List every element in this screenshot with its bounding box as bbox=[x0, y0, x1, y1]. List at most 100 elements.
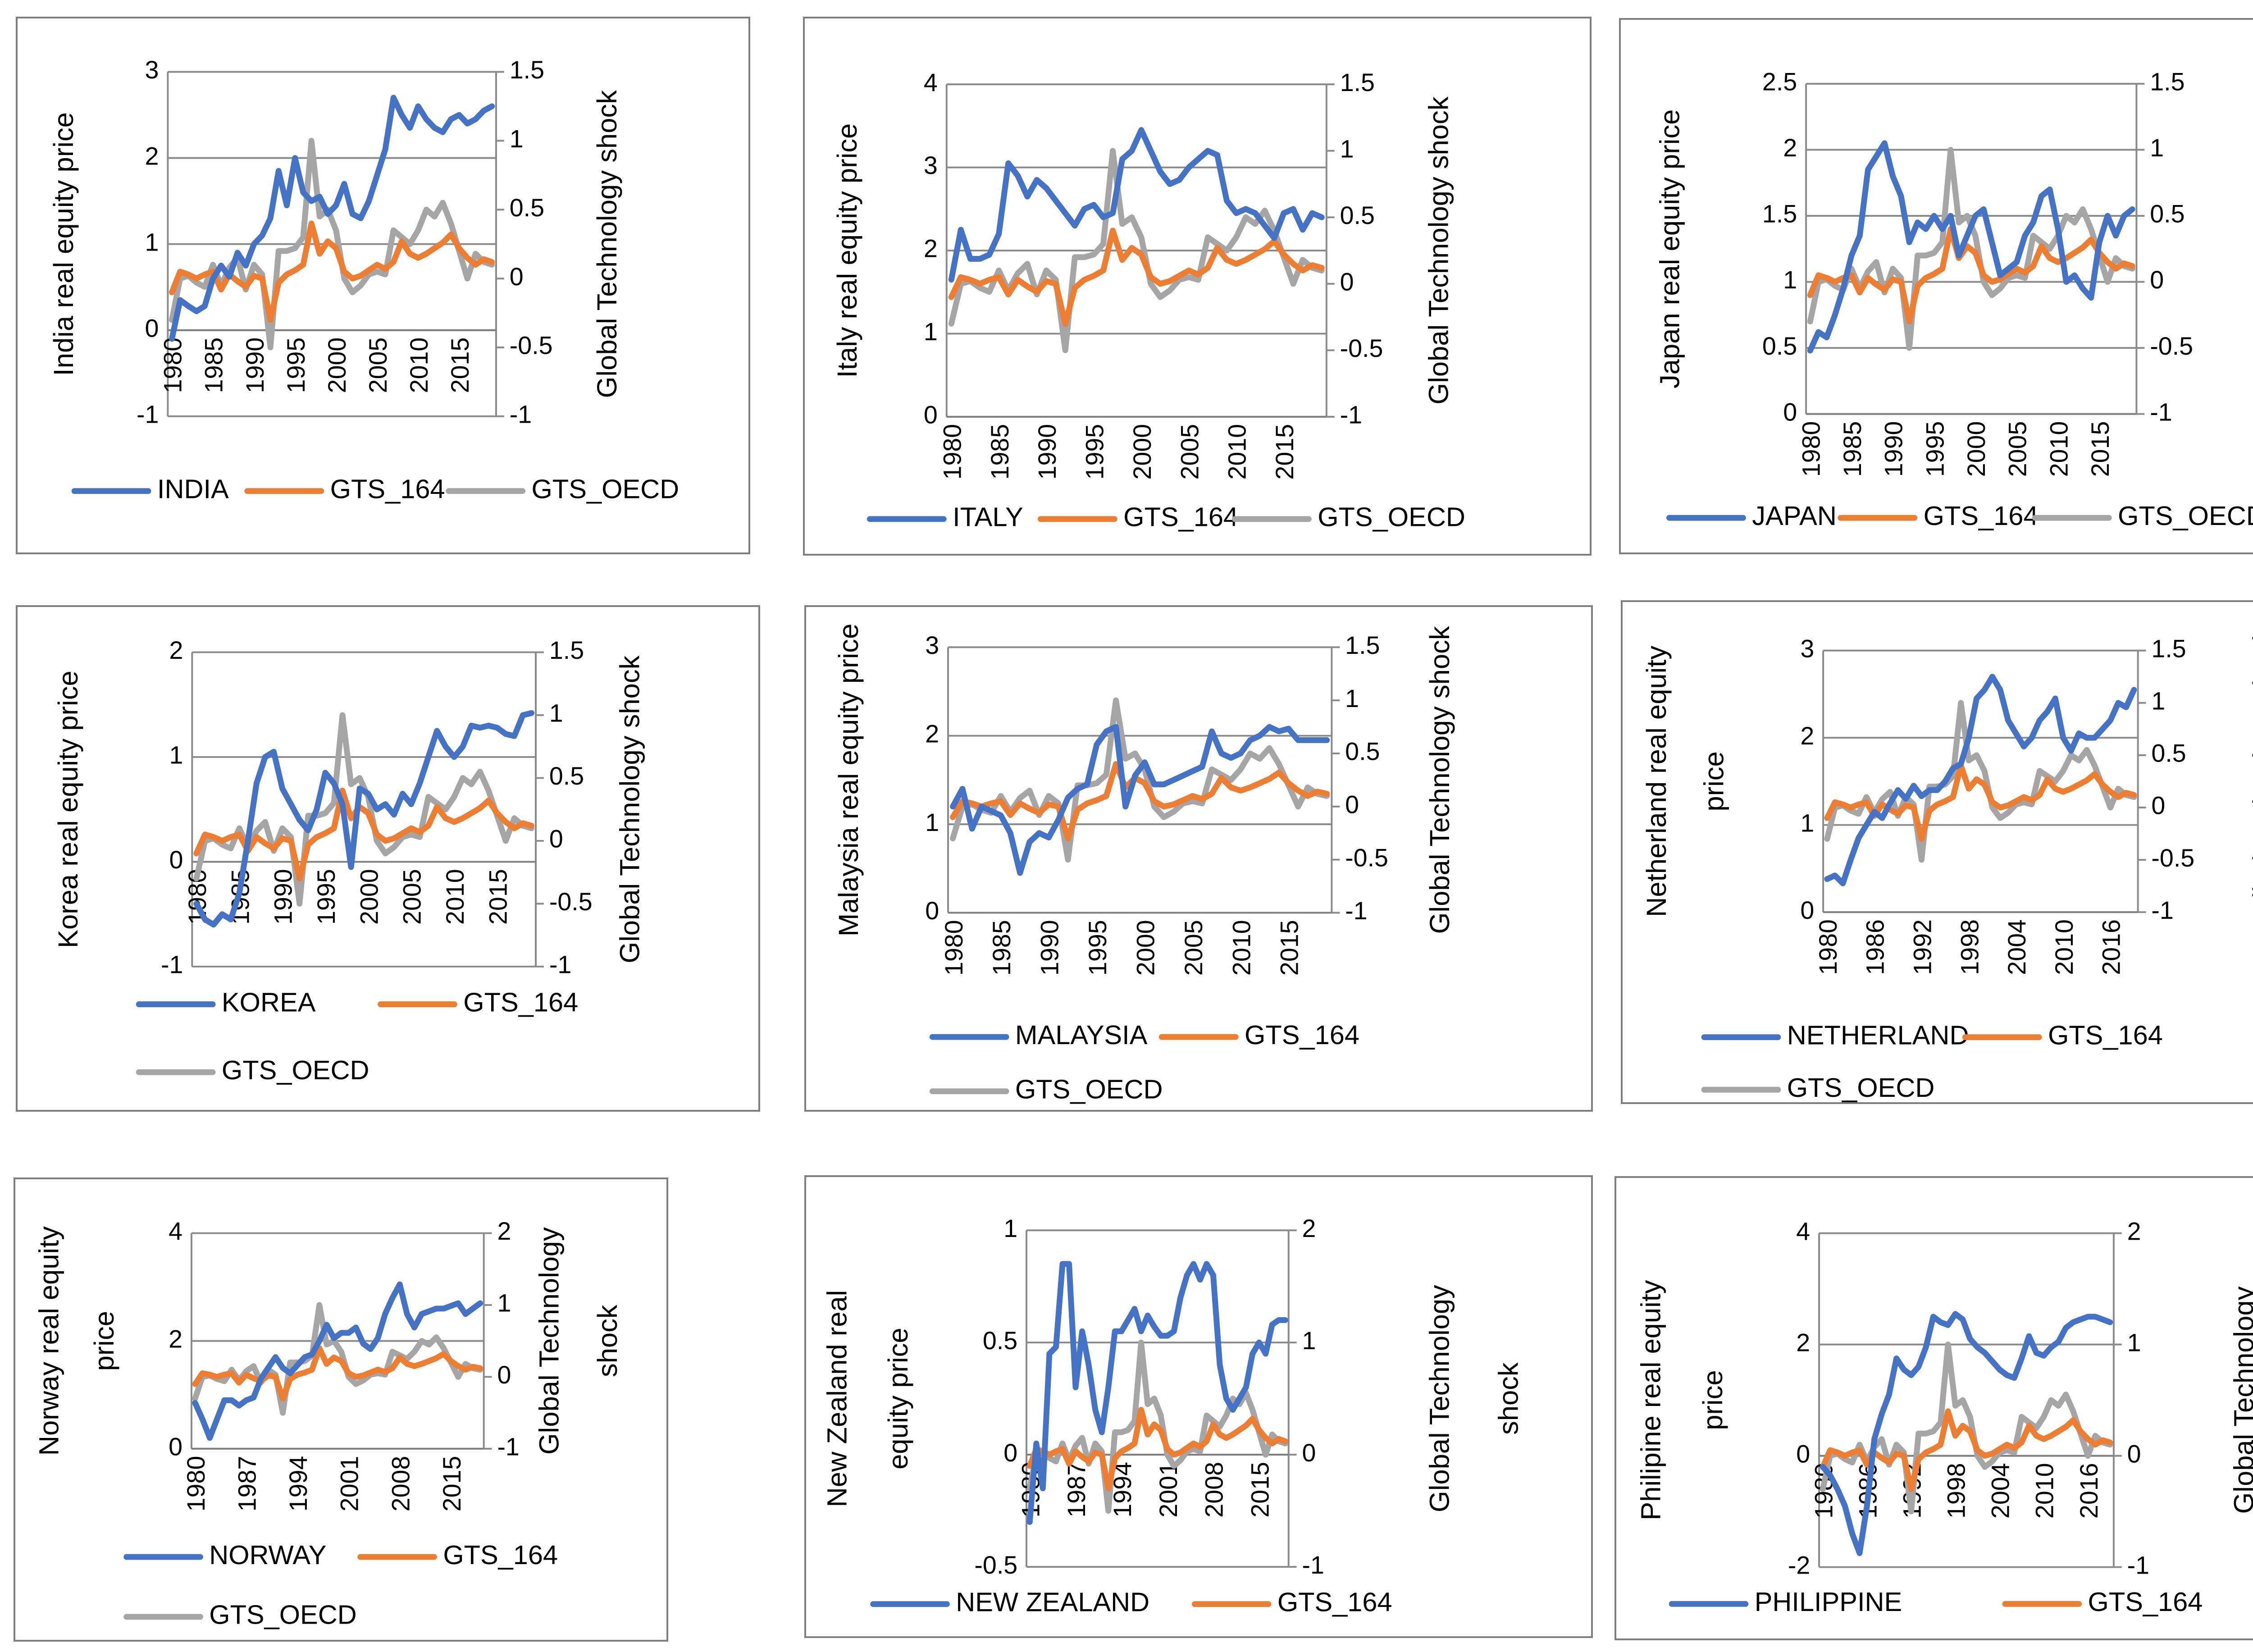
x-axis-tick-label: 1980 bbox=[940, 920, 968, 976]
right-axis-tick-label: 1 bbox=[497, 1289, 511, 1317]
left-axis-title: price bbox=[1699, 751, 1730, 811]
legend-item-malaysia: MALAYSIA bbox=[929, 1020, 1148, 1050]
x-axis-tick-label: 2001 bbox=[1154, 1462, 1182, 1518]
left-axis-tick-label: -1 bbox=[161, 951, 183, 979]
series-line-gts-164 bbox=[950, 761, 1330, 841]
legend-label: GTS_OECD bbox=[1787, 1072, 1935, 1102]
left-axis-title: Korea real equity price bbox=[53, 671, 84, 948]
legend-label: GTS_164 bbox=[330, 474, 445, 504]
right-axis-tick-label: -1 bbox=[1302, 1551, 1324, 1579]
x-axis-tick-label: 2015 bbox=[1271, 424, 1299, 480]
legend-label: GTS_164 bbox=[1924, 501, 2039, 531]
right-axis-tick-label: -0.5 bbox=[510, 332, 553, 360]
legend-label: GTS_OECD bbox=[209, 1600, 356, 1630]
legend-item-gts-oecd: GTS_OECD bbox=[1701, 1072, 1935, 1102]
left-axis-title: equity price bbox=[883, 1328, 914, 1469]
chart-panel-netherland: 3 2 1 0 1.5 1 0.5 0 -0.5 -1 1980 1986 1992 1998 2004 20… bbox=[1621, 600, 2253, 1104]
x-axis-tick-label: 1985 bbox=[200, 338, 228, 393]
chart-panel-japan: 2.5 2 1.5 1 0.5 0 1.5 1 0.5 0 -0.5 -1 1980 1985 1990 19… bbox=[1619, 18, 2253, 554]
legend-item-korea: KOREA bbox=[136, 987, 316, 1017]
chart-panel-korea: 2 1 0 -1 1.5 1 0.5 0 -0.5 -1 1980 1985 1990 1995 2000 2… bbox=[16, 605, 760, 1112]
right-axis-tick-label: 0 bbox=[497, 1361, 511, 1389]
legend-label: ITALY bbox=[953, 502, 1023, 532]
left-axis-tick-label: 2 bbox=[924, 235, 938, 263]
series-line-gts-164 bbox=[192, 1345, 483, 1401]
x-axis-tick-label: 2000 bbox=[1128, 424, 1156, 480]
chart-panel-malaysia: 3 2 1 0 1.5 1 0.5 0 -0.5 -1 1980 1985 1990 1995 2000 20… bbox=[804, 605, 1593, 1112]
x-axis-tick-label: 1990 bbox=[241, 338, 269, 393]
series-line-gts-164 bbox=[193, 787, 534, 882]
left-axis-tick-label: 3 bbox=[924, 151, 938, 179]
right-axis-tick-label: 1 bbox=[1302, 1327, 1316, 1355]
x-axis-tick-label: 2005 bbox=[1180, 920, 1208, 976]
left-axis-title: price bbox=[89, 1311, 120, 1371]
x-axis-tick-label: 2016 bbox=[2075, 1463, 2103, 1519]
x-axis-tick-label: 2008 bbox=[387, 1456, 415, 1512]
x-axis-tick-label: 2001 bbox=[336, 1456, 364, 1512]
legend-item-gts-oecd: GTS_OECD bbox=[1231, 502, 1465, 532]
right-axis-tick-label: 0.5 bbox=[1340, 201, 1375, 229]
x-axis-tick-label: 1980 bbox=[1814, 919, 1842, 975]
series-line-japan bbox=[1807, 140, 2135, 354]
legend-label: PHILIPPINE bbox=[1755, 1587, 1902, 1617]
x-axis-tick-label: 1987 bbox=[233, 1456, 261, 1512]
legend-label: KOREA bbox=[222, 987, 316, 1017]
right-axis-title: Global Technology shock bbox=[615, 655, 646, 963]
x-axis-tick-label: 1990 bbox=[1036, 920, 1064, 976]
legend-item-netherland: NETHERLAND bbox=[1701, 1020, 1969, 1050]
legend-item-gts-164: GTS_164 bbox=[2002, 1587, 2203, 1617]
x-axis-tick-label: 2015 bbox=[1246, 1462, 1274, 1518]
left-axis-tick-label: 0 bbox=[1003, 1439, 1017, 1467]
right-axis-tick-label: -0.5 bbox=[1340, 334, 1383, 362]
left-axis-title: Norway real equity bbox=[33, 1226, 64, 1456]
series-line-gts-164 bbox=[948, 228, 1325, 327]
series-line-philippine bbox=[1820, 1311, 2113, 1556]
right-axis-tick-label: -1 bbox=[497, 1433, 519, 1461]
legend-item-gts-oecd: GTS_OECD bbox=[929, 1074, 1163, 1104]
x-axis-tick-label: 2016 bbox=[2098, 919, 2125, 975]
x-axis-tick-label: 1980 bbox=[1797, 421, 1825, 477]
legend-item-gts-164: GTS_164 bbox=[1962, 1020, 2163, 1050]
right-axis-tick-label: 2 bbox=[497, 1217, 511, 1245]
legend-label: GTS_OECD bbox=[222, 1055, 369, 1085]
right-axis-tick-label: -1 bbox=[2127, 1551, 2149, 1579]
left-axis-tick-label: 1.5 bbox=[1762, 200, 1797, 228]
x-axis-tick-label: 2015 bbox=[484, 869, 512, 925]
legend-label: NORWAY bbox=[209, 1540, 326, 1570]
left-axis-tick-label: -1 bbox=[137, 401, 159, 429]
left-axis-tick-label: 2 bbox=[1783, 134, 1797, 162]
left-axis-tick-label: 2 bbox=[1800, 722, 1814, 750]
x-axis-tick-label: 1985 bbox=[988, 920, 1016, 976]
legend-item-philippine: PHILIPPINE bbox=[1669, 1587, 1902, 1617]
right-axis-tick-label: 0.5 bbox=[510, 194, 544, 222]
x-axis-tick-label: 2015 bbox=[438, 1456, 466, 1512]
x-axis-tick-label: 2010 bbox=[405, 338, 433, 393]
left-axis-tick-label: 2 bbox=[145, 142, 159, 170]
legend-item-gts-164: GTS_164 bbox=[1158, 1020, 1359, 1050]
x-axis-tick-label: 2015 bbox=[1276, 920, 1304, 976]
right-axis-tick-label: -0.5 bbox=[2150, 332, 2193, 360]
left-axis-tick-label: 3 bbox=[925, 631, 939, 659]
x-axis-tick-label: 1980 bbox=[182, 1456, 210, 1512]
right-axis-title: Golbal Technology shock bbox=[2248, 627, 2253, 935]
legend-label: GTS_OECD bbox=[2118, 501, 2253, 531]
x-axis-tick-label: 2010 bbox=[2045, 421, 2073, 477]
left-axis-title: Netherland real equity bbox=[1641, 646, 1672, 917]
legend-item-norway: NORWAY bbox=[123, 1540, 326, 1570]
left-axis-tick-label: 2.5 bbox=[1762, 68, 1797, 96]
left-axis-tick-label: 0 bbox=[924, 401, 938, 429]
right-axis-tick-label: 2 bbox=[2127, 1217, 2141, 1245]
left-axis-tick-label: 4 bbox=[1796, 1217, 1810, 1245]
left-axis-tick-label: 4 bbox=[924, 68, 938, 96]
right-axis-tick-label: 0.5 bbox=[1345, 738, 1380, 766]
left-axis-tick-label: 1 bbox=[925, 808, 939, 836]
legend-label: GTS_164 bbox=[2088, 1587, 2203, 1617]
right-axis-tick-label: -1 bbox=[1340, 401, 1362, 429]
right-axis-tick-label: 1 bbox=[510, 125, 524, 153]
left-axis-tick-label: 2 bbox=[169, 1325, 182, 1353]
right-axis-tick-label: 0.5 bbox=[2151, 739, 2186, 767]
right-axis-tick-label: 1.5 bbox=[510, 56, 544, 84]
x-axis-tick-label: 1995 bbox=[312, 869, 340, 925]
x-axis-tick-label: 1995 bbox=[282, 338, 310, 393]
